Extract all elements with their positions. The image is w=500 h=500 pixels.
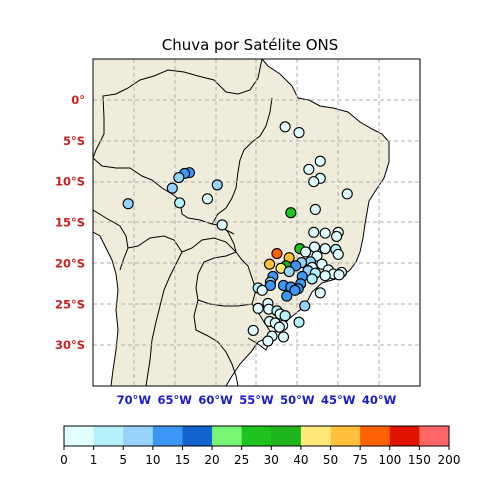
rain-station-marker <box>285 207 297 219</box>
colorbar-tick-label: 20 <box>204 453 219 467</box>
latitude-labels: 0° 5°S 10°S 15°S 20°S 25°S 30°S <box>55 93 85 352</box>
rain-station-marker <box>331 230 343 242</box>
rain-station-marker <box>201 193 213 205</box>
rain-station-marker <box>319 243 331 255</box>
rain-station-marker <box>256 284 268 296</box>
ocean-pacific <box>93 232 118 386</box>
rain-station-marker <box>279 121 291 133</box>
rain-station-marker <box>273 321 285 333</box>
rain-station-marker <box>293 127 305 139</box>
colorbar-tick-label: 100 <box>378 453 401 467</box>
colorbar-tick-label: 10 <box>145 453 160 467</box>
lat-label: 5°S <box>63 134 85 148</box>
colorbar-bin <box>152 426 183 446</box>
colorbar-tick-label: 50 <box>323 453 338 467</box>
rain-station-marker <box>299 246 312 258</box>
rain-station-marker <box>247 324 259 336</box>
colorbar-bin <box>182 426 213 446</box>
lon-label: 70°W <box>117 393 152 407</box>
rain-station-marker <box>174 197 186 209</box>
lon-label: 40°W <box>362 393 397 407</box>
colorbar-bin <box>330 426 361 446</box>
lon-label: 45°W <box>321 393 356 407</box>
colorbar-tick-label: 15 <box>175 453 190 467</box>
colorbar-tick-label: 200 <box>438 453 461 467</box>
rain-station-marker <box>332 248 344 260</box>
rain-station-marker <box>264 258 276 270</box>
lat-label: 0° <box>71 93 85 107</box>
lat-label: 20°S <box>55 256 85 270</box>
colorbar-bin <box>300 426 331 446</box>
colorbar-tick-label: 75 <box>353 453 368 467</box>
rain-station-marker <box>279 310 291 322</box>
colorbar-bin <box>64 426 94 446</box>
rain-station-marker <box>314 287 326 299</box>
colorbar-bin <box>241 426 272 446</box>
map-title: Chuva por Satélite ONS <box>161 36 339 54</box>
rain-station-marker <box>216 219 228 231</box>
map-frame <box>92 58 421 387</box>
rain-station-marker <box>303 163 315 175</box>
rain-station-marker <box>308 241 321 253</box>
lon-label: 60°W <box>198 393 233 407</box>
lat-label: 30°S <box>55 338 85 352</box>
colorbar-bin <box>419 426 450 446</box>
colorbar-bin <box>271 426 302 446</box>
rain-station-marker <box>264 279 276 291</box>
gridlines <box>93 59 420 386</box>
rain-station-marker <box>308 226 320 238</box>
colorbar-tick-label: 30 <box>264 453 279 467</box>
rain-station-marker <box>283 265 295 278</box>
rain-stations <box>122 121 353 347</box>
colorbar-bin <box>212 426 242 446</box>
rain-station-marker <box>309 203 321 215</box>
colorbar-tick-label: 40 <box>293 453 308 467</box>
colorbar-tick-label: 5 <box>119 453 127 467</box>
colorbar-frame <box>63 425 450 447</box>
rain-station-marker <box>277 331 290 343</box>
rain-station-marker <box>173 171 185 184</box>
rain-station-marker <box>299 300 311 312</box>
ocean-atlantic <box>226 59 420 386</box>
lat-label: 25°S <box>55 297 85 311</box>
rain-station-marker <box>306 273 318 285</box>
rain-station-marker <box>262 335 274 347</box>
rain-station-marker <box>319 270 331 282</box>
colorbar-tick-label: 150 <box>408 453 431 467</box>
colorbar-bin <box>389 426 420 446</box>
rain-station-marker <box>308 176 320 188</box>
colorbar-bin <box>123 426 154 446</box>
rain-station-marker <box>293 316 305 328</box>
rain-station-marker <box>166 182 178 194</box>
lon-label: 50°W <box>280 393 315 407</box>
rain-station-marker <box>252 302 264 314</box>
rain-station-marker <box>341 188 353 200</box>
rain-station-marker <box>271 248 283 260</box>
rain-station-marker <box>289 284 301 296</box>
rain-station-marker <box>281 290 293 302</box>
colorbar-bin <box>360 426 391 446</box>
colorbar: 0 1 5 10 15 20 25 30 40 50 75 100 150 200 <box>60 425 461 467</box>
rain-station-marker <box>211 179 223 191</box>
map-area[interactable] <box>93 59 420 386</box>
rain-station-marker <box>319 227 331 239</box>
longitude-labels: 70°W 65°W 60°W 55°W 50°W 45°W 40°W <box>117 393 397 407</box>
colorbar-tick-label: 25 <box>234 453 249 467</box>
rain-station-marker <box>314 155 326 167</box>
rain-station-marker <box>122 198 134 210</box>
lat-label: 15°S <box>55 216 85 230</box>
lat-label: 10°S <box>55 175 85 189</box>
colorbar-bin <box>93 426 124 446</box>
rain-station-marker <box>333 269 345 281</box>
colorbar-tick-label: 0 <box>60 453 68 467</box>
lon-label: 65°W <box>158 393 193 407</box>
colorbar-tick-label: 1 <box>90 453 98 467</box>
lon-label: 55°W <box>239 393 274 407</box>
